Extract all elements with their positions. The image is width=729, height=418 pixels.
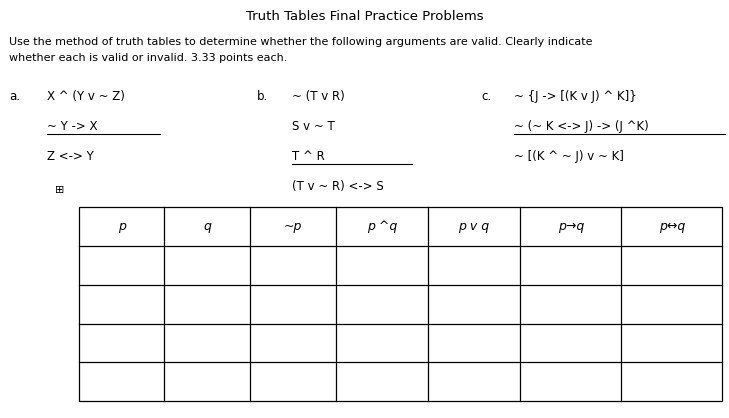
Text: p v q: p v q bbox=[459, 220, 490, 233]
Text: c.: c. bbox=[481, 90, 491, 103]
Text: S v ~ T: S v ~ T bbox=[292, 120, 335, 133]
Text: Truth Tables Final Practice Problems: Truth Tables Final Practice Problems bbox=[246, 10, 483, 23]
Bar bbox=[79, 207, 722, 401]
Text: a.: a. bbox=[9, 90, 20, 103]
Text: whether each is valid or invalid. 3.33 points each.: whether each is valid or invalid. 3.33 p… bbox=[9, 53, 288, 63]
Text: (T v ~ R) <-> S: (T v ~ R) <-> S bbox=[292, 180, 383, 193]
Text: ~ {J -> [(K v J) ^ K]}: ~ {J -> [(K v J) ^ K]} bbox=[514, 90, 636, 103]
Text: ~p: ~p bbox=[284, 220, 302, 233]
Text: ⊞: ⊞ bbox=[55, 185, 64, 195]
Text: ~ [(K ^ ~ J) v ~ K]: ~ [(K ^ ~ J) v ~ K] bbox=[514, 150, 624, 163]
Text: b.: b. bbox=[257, 90, 268, 103]
Text: ~ (~ K <-> J) -> (J ^K): ~ (~ K <-> J) -> (J ^K) bbox=[514, 120, 649, 133]
Text: p↔q: p↔q bbox=[659, 220, 685, 233]
Text: p→q: p→q bbox=[558, 220, 584, 233]
Text: q: q bbox=[203, 220, 211, 233]
Text: p: p bbox=[117, 220, 125, 233]
Text: T ^ R: T ^ R bbox=[292, 150, 324, 163]
Text: X ^ (Y v ~ Z): X ^ (Y v ~ Z) bbox=[47, 90, 125, 103]
Text: ~ Y -> X: ~ Y -> X bbox=[47, 120, 98, 133]
Text: ~ (T v R): ~ (T v R) bbox=[292, 90, 344, 103]
Text: p ^q: p ^q bbox=[367, 220, 397, 233]
Text: Use the method of truth tables to determine whether the following arguments are : Use the method of truth tables to determ… bbox=[9, 37, 593, 47]
Text: Z <-> Y: Z <-> Y bbox=[47, 150, 94, 163]
